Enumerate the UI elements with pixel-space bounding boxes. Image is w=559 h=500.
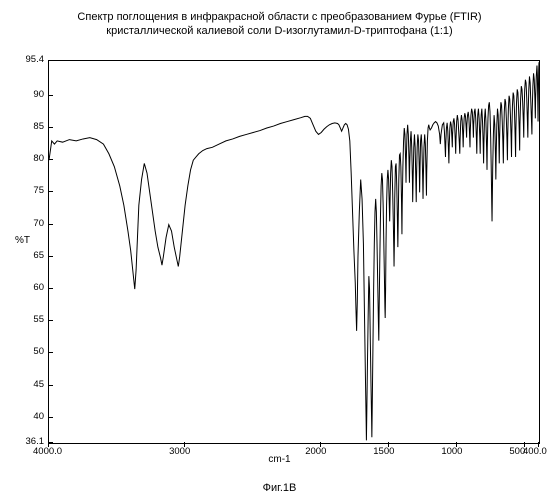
x-tick-mark	[48, 442, 49, 447]
figure-caption: Фиг.1В	[0, 482, 559, 494]
title-line-2: кристаллической калиевой соли D-изоглута…	[106, 25, 452, 37]
y-tick-label: 90	[33, 89, 44, 100]
y-tick-label: 40	[33, 411, 44, 422]
y-tick-label: 70	[33, 218, 44, 229]
y-tick-label: 50	[33, 346, 44, 357]
y-tick-mark	[48, 417, 53, 418]
x-tick-mark	[320, 442, 321, 447]
plot-area	[48, 60, 540, 444]
y-tick-label: 95.4	[26, 54, 45, 65]
y-tick-mark	[48, 385, 53, 386]
y-tick-mark	[48, 159, 53, 160]
x-axis-label: cm-1	[0, 454, 559, 465]
y-tick-label: 85	[33, 121, 44, 132]
y-tick-mark	[48, 320, 53, 321]
y-tick-label: 45	[33, 379, 44, 390]
chart-title: Спектр поглощения в инфракрасной области…	[0, 10, 559, 39]
y-tick-label: 55	[33, 314, 44, 325]
y-tick-mark	[48, 127, 53, 128]
y-tick-mark	[48, 288, 53, 289]
y-tick-label: 80	[33, 153, 44, 164]
x-tick-mark	[456, 442, 457, 447]
y-tick-mark	[48, 256, 53, 257]
y-tick-label: 65	[33, 250, 44, 261]
y-tick-label: 60	[33, 282, 44, 293]
page: Спектр поглощения в инфракрасной области…	[0, 0, 559, 500]
y-tick-mark	[48, 352, 53, 353]
y-tick-mark	[48, 95, 53, 96]
title-line-1: Спектр поглощения в инфракрасной области…	[77, 11, 481, 23]
x-tick-mark	[184, 442, 185, 447]
x-tick-mark	[538, 442, 539, 447]
spectrum-line	[49, 61, 539, 443]
x-tick-mark	[388, 442, 389, 447]
y-tick-mark	[48, 60, 53, 61]
y-axis-label: %T	[0, 235, 30, 246]
y-tick-mark	[48, 224, 53, 225]
y-tick-mark	[48, 191, 53, 192]
y-tick-label: 75	[33, 185, 44, 196]
